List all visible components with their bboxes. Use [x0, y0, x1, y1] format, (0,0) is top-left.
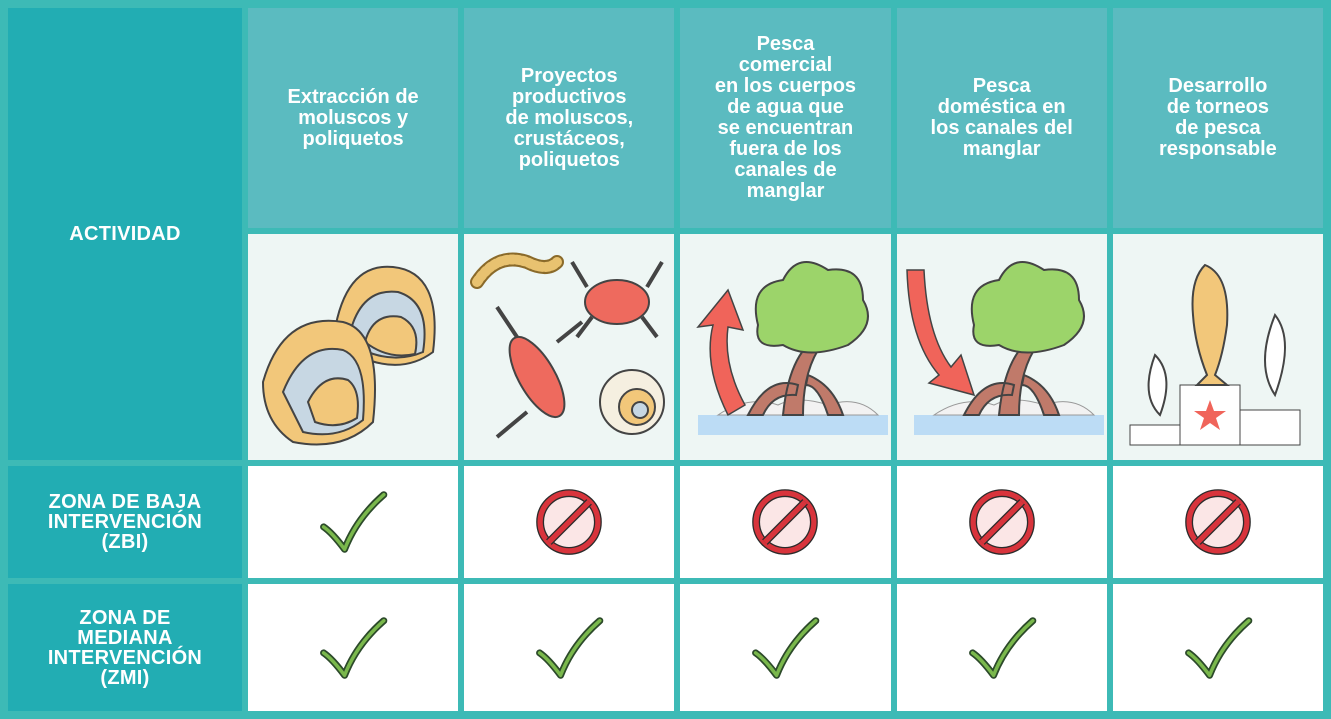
allowed-icon — [318, 490, 388, 554]
forbidden-icon — [750, 487, 820, 557]
forbidden-icon — [967, 487, 1037, 557]
forbidden-icon — [1183, 487, 1253, 557]
column-header: Pesca comercial en los cuerpos de agua q… — [680, 8, 891, 228]
column-header: Desarrollo de torneos de pesca responsab… — [1112, 8, 1323, 228]
cell — [896, 584, 1107, 711]
mangrove-inward — [906, 260, 1105, 436]
cell — [896, 466, 1107, 578]
crustaceans — [469, 252, 665, 439]
cell — [248, 466, 459, 578]
column-header: Proyectos productivos de moluscos, crust… — [464, 8, 675, 228]
cell — [680, 584, 891, 711]
cell — [1112, 584, 1323, 711]
column-header: Extracción de moluscos y poliquetos — [248, 8, 459, 228]
illustration — [680, 234, 891, 460]
cell — [680, 466, 891, 578]
cell — [464, 466, 675, 578]
row-label: ZONA DE MEDIANA INTERVENCIÓN (ZMI) — [8, 584, 242, 711]
cell — [248, 584, 459, 711]
forbidden-icon — [534, 487, 604, 557]
shells — [262, 265, 436, 446]
allowed-icon — [534, 616, 604, 680]
cell — [1112, 466, 1323, 578]
illustration — [464, 234, 675, 460]
mangrove-outward — [696, 260, 888, 436]
illustration — [248, 234, 459, 460]
allowed-icon — [1183, 616, 1253, 680]
allowed-icon — [318, 616, 388, 680]
illustration — [896, 234, 1107, 460]
allowed-icon — [967, 616, 1037, 680]
column-header: Pesca doméstica en los canales del mangl… — [896, 8, 1107, 228]
cell — [464, 584, 675, 711]
illustration — [1112, 234, 1323, 460]
corner-label: ACTIVIDAD — [8, 8, 242, 460]
allowed-icon — [750, 616, 820, 680]
fishing-tournament — [1129, 263, 1301, 445]
row-label: ZONA DE BAJA INTERVENCIÓN (ZBI) — [8, 466, 242, 578]
